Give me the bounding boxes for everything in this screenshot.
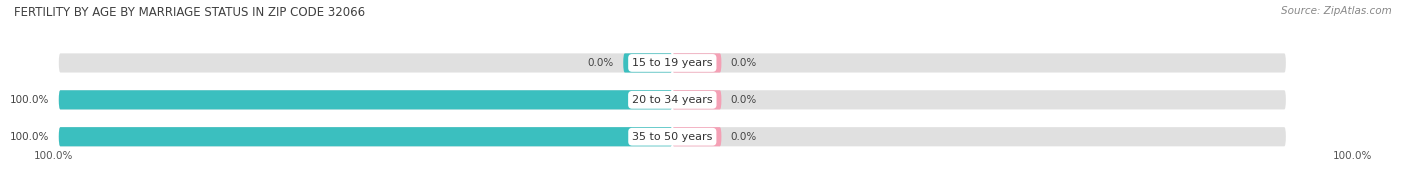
Text: 100.0%: 100.0% — [34, 151, 73, 161]
Text: Source: ZipAtlas.com: Source: ZipAtlas.com — [1281, 6, 1392, 16]
Text: 0.0%: 0.0% — [588, 58, 614, 68]
Text: 15 to 19 years: 15 to 19 years — [633, 58, 713, 68]
FancyBboxPatch shape — [672, 53, 721, 73]
FancyBboxPatch shape — [59, 53, 672, 73]
FancyBboxPatch shape — [672, 90, 1286, 109]
Text: 0.0%: 0.0% — [731, 58, 756, 68]
FancyBboxPatch shape — [623, 53, 672, 73]
Text: FERTILITY BY AGE BY MARRIAGE STATUS IN ZIP CODE 32066: FERTILITY BY AGE BY MARRIAGE STATUS IN Z… — [14, 6, 366, 19]
FancyBboxPatch shape — [672, 127, 721, 146]
FancyBboxPatch shape — [59, 127, 672, 146]
FancyBboxPatch shape — [59, 90, 672, 109]
FancyBboxPatch shape — [672, 127, 1286, 146]
Text: 0.0%: 0.0% — [731, 95, 756, 105]
Text: 20 to 34 years: 20 to 34 years — [633, 95, 713, 105]
Text: 100.0%: 100.0% — [10, 95, 49, 105]
FancyBboxPatch shape — [59, 90, 672, 109]
Text: 100.0%: 100.0% — [1333, 151, 1372, 161]
Text: 0.0%: 0.0% — [731, 132, 756, 142]
FancyBboxPatch shape — [672, 90, 721, 109]
FancyBboxPatch shape — [672, 53, 1286, 73]
Text: 35 to 50 years: 35 to 50 years — [633, 132, 713, 142]
FancyBboxPatch shape — [59, 127, 672, 146]
Text: 100.0%: 100.0% — [10, 132, 49, 142]
